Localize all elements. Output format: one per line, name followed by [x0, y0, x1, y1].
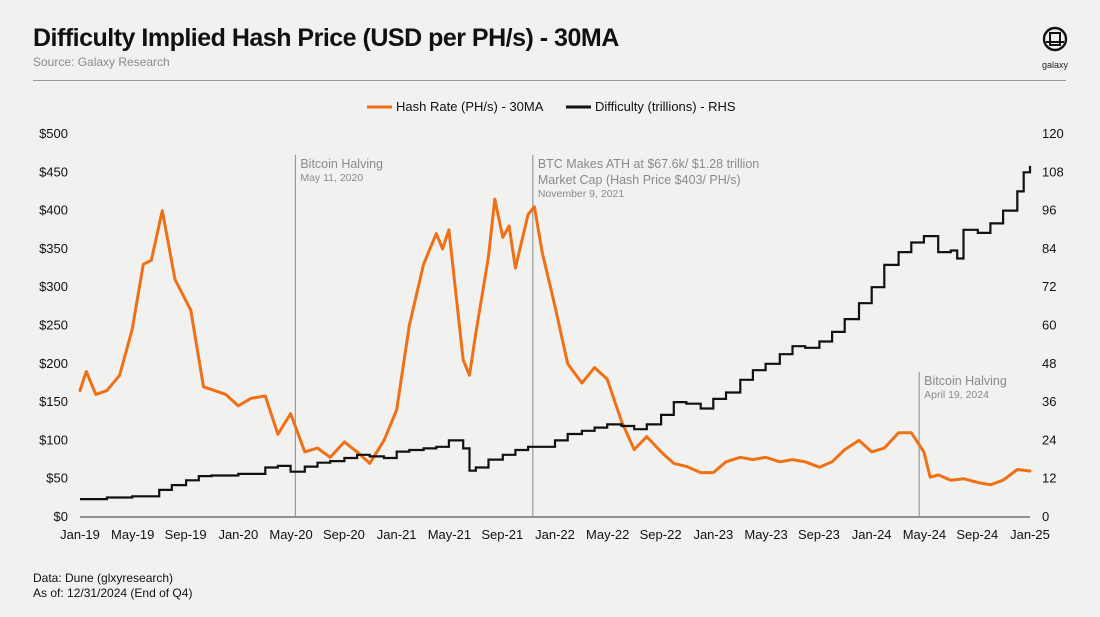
- x-tick-label: Sep-22: [640, 527, 682, 542]
- annotation-label: Bitcoin Halving: [924, 374, 1007, 388]
- y-right-tick-label: 24: [1042, 432, 1056, 447]
- x-tick-label: Sep-21: [481, 527, 523, 542]
- y-right-tick-label: 72: [1042, 279, 1056, 294]
- x-tick-label: May-20: [269, 527, 312, 542]
- as-of-note: As of: 12/31/2024 (End of Q4): [33, 586, 193, 600]
- galaxy-logo: galaxy: [1040, 26, 1070, 70]
- annotation-label: BTC Makes ATH at $67.6k/ $1.28 trillion: [538, 157, 759, 171]
- annotation-label: Market Cap (Hash Price $403/ PH/s): [538, 173, 741, 187]
- y-right-tick-label: 60: [1042, 318, 1056, 333]
- x-tick-label: Jan-25: [1010, 527, 1050, 542]
- x-tick-label: Jan-23: [693, 527, 733, 542]
- y-left-tick-label: $200: [39, 356, 68, 371]
- footer-notes: Data: Dune (glxyresearch) As of: 12/31/2…: [33, 571, 192, 601]
- annotation-date: May 11, 2020: [300, 172, 363, 184]
- x-tick-label: May-24: [903, 527, 946, 542]
- x-tick-label: Sep-20: [323, 527, 365, 542]
- difficulty-line: [80, 165, 1032, 501]
- data-source-note: Data: Dune (glxyresearch): [33, 571, 174, 585]
- y-right-tick-label: 120: [1042, 126, 1064, 141]
- logo-text: galaxy: [1041, 60, 1068, 70]
- y-left-tick-label: $450: [39, 164, 68, 179]
- x-tick-label: May-23: [744, 527, 787, 542]
- y-right-tick-label: 48: [1042, 356, 1056, 371]
- y-left-tick-label: $300: [39, 279, 68, 294]
- y-left-tick-label: $500: [39, 126, 68, 141]
- annotation-date: April 19, 2024: [924, 389, 989, 401]
- y-right-tick-label: 96: [1042, 203, 1056, 218]
- x-tick-label: Jan-21: [377, 527, 417, 542]
- y-left-tick-label: $50: [46, 471, 68, 486]
- y-left-tick-label: $150: [39, 394, 68, 409]
- x-tick-label: May-19: [111, 527, 154, 542]
- legend-hash-label: Hash Rate (PH/s) - 30MA: [396, 99, 544, 114]
- x-tick-label: Sep-19: [165, 527, 207, 542]
- chart-source: Source: Galaxy Research: [33, 55, 170, 69]
- y-right-tick-label: 0: [1042, 509, 1049, 524]
- x-tick-label: Jan-19: [60, 527, 100, 542]
- legend-difficulty-label: Difficulty (trillions) - RHS: [595, 99, 736, 114]
- y-left-tick-label: $400: [39, 203, 68, 218]
- annotation-date: November 9, 2021: [538, 188, 625, 200]
- y-right-tick-label: 12: [1042, 471, 1056, 486]
- x-tick-label: May-21: [428, 527, 471, 542]
- hash-rate-line: [78, 197, 1032, 487]
- x-tick-label: Sep-24: [956, 527, 998, 542]
- y-left-tick-label: $0: [54, 509, 68, 524]
- y-right-tick-label: 108: [1042, 164, 1064, 179]
- y-right-tick-label: 36: [1042, 394, 1056, 409]
- y-right-tick-label: 84: [1042, 241, 1056, 256]
- galaxy-logo-icon: [1042, 26, 1068, 52]
- y-left-tick-label: $250: [39, 318, 68, 333]
- annotation-label: Bitcoin Halving: [300, 157, 383, 171]
- x-tick-label: Jan-24: [852, 527, 892, 542]
- x-tick-label: Sep-23: [798, 527, 840, 542]
- x-tick-label: Jan-22: [535, 527, 575, 542]
- chart-title: Difficulty Implied Hash Price (USD per P…: [33, 24, 619, 52]
- y-left-tick-label: $350: [39, 241, 68, 256]
- header-divider: [33, 80, 1066, 81]
- y-left-tick-label: $100: [39, 432, 68, 447]
- x-tick-label: Jan-20: [218, 527, 258, 542]
- x-tick-label: May-22: [586, 527, 629, 542]
